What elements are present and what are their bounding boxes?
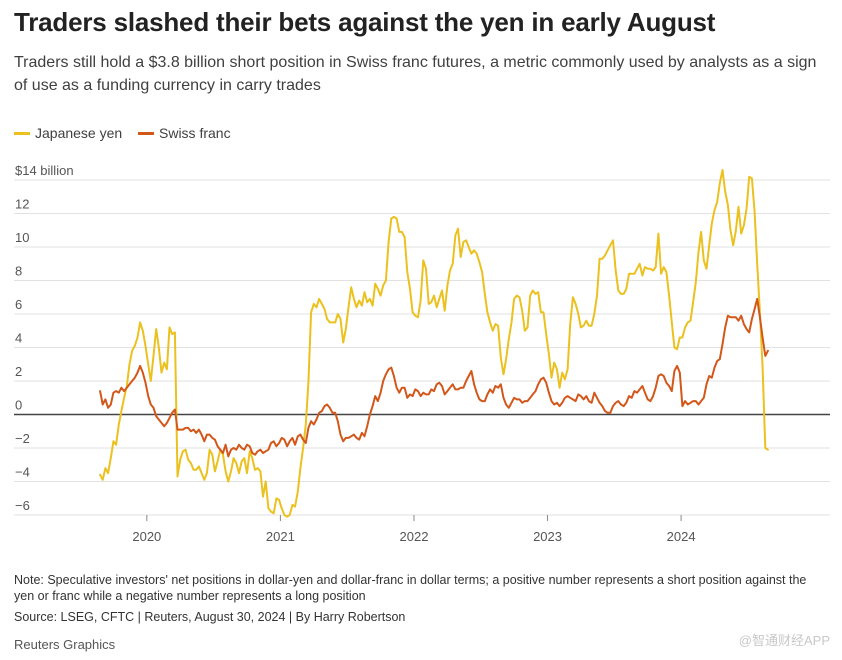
chart-subtitle: Traders still hold a $3.8 billion short …	[14, 54, 817, 94]
legend-label-franc: Swiss franc	[159, 125, 231, 141]
x-tick-label-2022: 2022	[400, 529, 429, 544]
chart-note: Note: Speculative investors' net positio…	[14, 573, 807, 603]
legend-item-franc: Swiss franc	[138, 125, 231, 141]
x-tick-label-2020: 2020	[132, 529, 161, 544]
y-tick-label-14: $14 billion	[15, 163, 74, 178]
chart-source: Source: LSEG, CFTC | Reuters, August 30,…	[14, 610, 406, 624]
y-tick-label-12: 12	[15, 197, 29, 212]
x-tick-label-2021: 2021	[266, 529, 295, 544]
watermark: @智通财经APP	[738, 633, 830, 648]
legend-item-yen: Japanese yen	[14, 125, 122, 141]
y-tick-label-8: 8	[15, 264, 22, 279]
y-tick-label-0: 0	[15, 398, 22, 413]
chart-credit: Reuters Graphics	[14, 637, 116, 652]
y-tick-label--4: −4	[15, 465, 30, 480]
y-tick-label-2: 2	[15, 364, 22, 379]
series-lines	[99, 169, 769, 518]
gridlines	[14, 179, 830, 516]
series-line-japanese-yen	[99, 169, 769, 518]
y-axis-labels: −6 −4 −2 0 2 4 6 8 10 12 $14 billion	[15, 163, 74, 513]
y-tick-label--2: −2	[15, 431, 30, 446]
y-tick-label-6: 6	[15, 297, 22, 312]
x-tick-label-2023: 2023	[533, 529, 562, 544]
legend-label-yen: Japanese yen	[35, 125, 123, 141]
chart-title: Traders slashed their bets against the y…	[14, 7, 716, 37]
y-tick-label-4: 4	[15, 331, 22, 346]
y-tick-label-10: 10	[15, 230, 29, 245]
series-line-swiss-franc	[99, 297, 769, 458]
legend-swatch-franc	[138, 131, 154, 135]
legend-swatch-yen	[14, 131, 30, 135]
x-tick-label-2024: 2024	[667, 529, 696, 544]
x-axis: 2020 2021 2022 2023 2024	[132, 515, 696, 544]
y-tick-label--6: −6	[15, 498, 30, 513]
